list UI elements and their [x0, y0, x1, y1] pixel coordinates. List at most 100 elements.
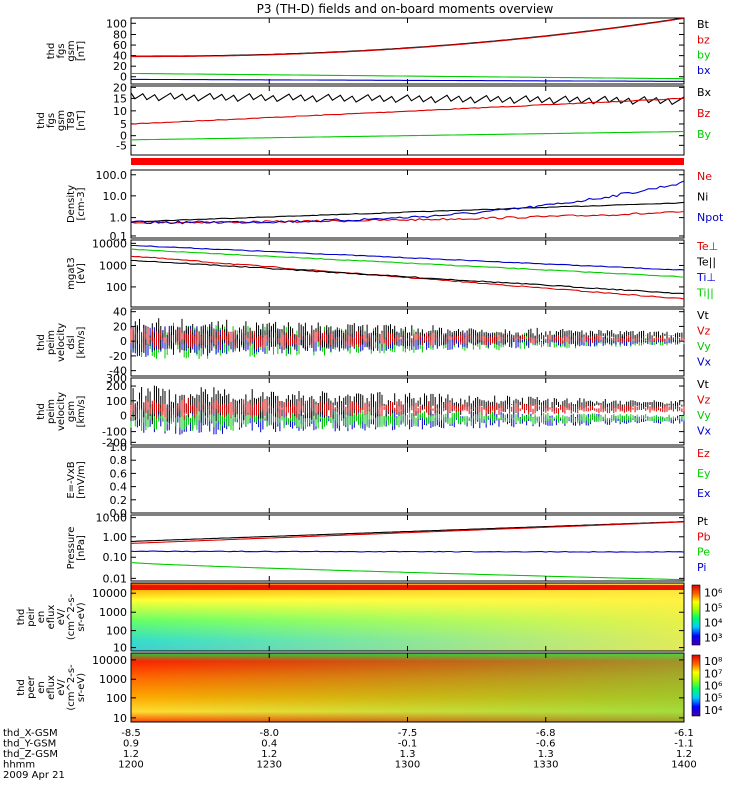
- series-Ti-perp: [131, 244, 685, 271]
- ytick-label: -100: [102, 426, 127, 439]
- legend-black: Bx: [697, 86, 712, 99]
- xaxis-value: -8.5: [121, 728, 141, 739]
- series-Te-par: [131, 259, 685, 295]
- panel-ylabel: thdfgsgsm[nT]: [46, 40, 87, 61]
- ytick-label: 0.2: [110, 494, 128, 507]
- legend-black: Vt: [697, 309, 710, 322]
- series-Vz-dsl: [130, 327, 685, 351]
- colorbar-label: 10⁴: [704, 617, 723, 630]
- xaxis-value: 1400: [671, 760, 696, 771]
- ytick-label: 10000: [92, 587, 127, 600]
- panel-frame: [130, 169, 685, 239]
- panel-ylabel: thdpeirenefluxeV/(cm^2-s-sr-eV): [16, 593, 87, 640]
- ylabel-line: eV/: [56, 608, 67, 625]
- ylabel-line: Density: [66, 185, 77, 223]
- ylabel-line: E=-VxB: [66, 461, 77, 498]
- ylabel-line: [km/s]: [76, 395, 87, 427]
- ytick-label: -5: [116, 139, 127, 152]
- colorbar-label: 10³: [704, 632, 722, 645]
- series-Pi: [130, 550, 685, 553]
- panel-4: mgat3[eV] 100 1000 10000 Te⊥ Te|| Ti⊥ Ti||: [66, 237, 718, 308]
- panel-ylabel: thdfgsgsmT89[nT]: [36, 110, 87, 131]
- ylabel-line: gsm: [66, 401, 77, 422]
- series-Npot: [130, 180, 685, 225]
- panel-ylabel: thdpeimvelocitydsl[km/s]: [36, 323, 87, 362]
- colorbar-label: 10⁶: [704, 587, 723, 600]
- ylabel-line: fgs: [56, 43, 67, 58]
- ylabel-line: [nT]: [76, 110, 87, 130]
- panel-ylabel: E=-VxB[mV/m]: [66, 461, 87, 499]
- xaxis-value: -1.1: [674, 739, 694, 750]
- ylabel-line: T89: [66, 111, 77, 131]
- panel-8: Pressure[nPa] 0.01 0.10 1.00 10.00 Pt Pb Pe Pi: [66, 512, 711, 586]
- ytick-label: 40: [113, 306, 127, 319]
- legend-red: bz: [697, 33, 710, 46]
- panel-7: E=-VxB[mV/m] 0.00.20.40.60.81.0 Ez Ey Ex: [66, 441, 711, 520]
- ytick-label: 10: [113, 105, 127, 118]
- ytick-label: 1000: [99, 259, 127, 272]
- legend-red: Te⊥: [696, 240, 718, 253]
- ylabel-line: Pressure: [66, 527, 77, 570]
- legend-black: Pt: [697, 515, 709, 528]
- ylabel-line: eflux: [46, 605, 57, 630]
- legend-red: Vz: [697, 325, 711, 338]
- ytick-label: 60: [113, 39, 127, 52]
- ytick-label: 40: [113, 50, 127, 63]
- ylabel-line: fgs: [46, 113, 57, 128]
- legend-black: Te||: [696, 256, 716, 269]
- ytick-label: 0: [120, 335, 127, 348]
- xaxis-value: 1200: [118, 760, 143, 771]
- panel-ylabel: thdpeerenefluxeV/(cm^2-s-sr-eV): [16, 664, 87, 711]
- legend-blue: Npot: [697, 211, 724, 224]
- xaxis-value: 1.3: [538, 749, 554, 760]
- ytick-label: 100: [106, 625, 127, 638]
- ylabel-line: eV/: [56, 679, 67, 696]
- ylabel-line: en: [36, 611, 47, 624]
- ytick-label: -40: [109, 365, 127, 378]
- xaxis-value: -0.1: [398, 739, 418, 750]
- ylabel-line: thd: [46, 43, 57, 60]
- ylabel-line: thd: [16, 679, 27, 696]
- ytick-label: 0.8: [110, 454, 128, 467]
- panel-10: thdpeerenefluxeV/(cm^2-s-sr-eV) 10 100 1000…: [16, 652, 723, 725]
- plot-title: P3 (TH-D) fields and on-board moments ov…: [257, 2, 554, 16]
- xaxis-value: 1.3: [400, 749, 416, 760]
- xaxis-value: 1.2: [676, 749, 692, 760]
- ylabel-line: [cm-3]: [76, 187, 87, 220]
- xaxis-row-label: thd_Z-GSM: [3, 749, 58, 760]
- ylabel-line: [eV]: [76, 263, 87, 284]
- panel-9: thdpeirenefluxeV/(cm^2-s-sr-eV) 10 100 1000…: [16, 582, 723, 655]
- ytick-label: -200: [102, 436, 127, 449]
- colorbar-label: 10⁷: [704, 667, 722, 680]
- ylabel-line: [nPa]: [76, 535, 87, 561]
- panel-frame: [130, 239, 685, 308]
- series-Vz-gsm: [130, 397, 685, 420]
- xaxis-value: 1.2: [123, 749, 139, 760]
- xaxis-date: 2009 Apr 21: [3, 770, 65, 781]
- ylabel-line: en: [36, 681, 47, 694]
- ytick-label: 1.00: [103, 531, 128, 544]
- ytick-label: 10: [113, 642, 127, 655]
- legend-blue: Vx: [697, 425, 712, 438]
- series-Ne: [130, 210, 685, 224]
- xaxis-value: 0.4: [261, 739, 277, 750]
- ytick-label: 0.4: [110, 481, 128, 494]
- ylabel-line: gsm: [56, 110, 67, 131]
- ytick-label: 10.0: [103, 190, 128, 203]
- ylabel-line: (cm^2-s-: [66, 593, 77, 640]
- series-Pe: [130, 561, 685, 581]
- panel-3: Density[cm-3] 0.1 1.0 10.0 100.0 Ne Ni Npot: [66, 169, 724, 243]
- ytick-label: 0: [120, 410, 127, 423]
- legend-green: Ey: [697, 467, 711, 480]
- ylabel-line: peer: [26, 675, 37, 699]
- ytick-label: 100: [106, 692, 127, 705]
- ytick-label: 0: [120, 130, 127, 143]
- ytick-label: 0.6: [110, 467, 128, 480]
- xaxis-value: 1330: [533, 760, 558, 771]
- legend-green: Pe: [697, 546, 710, 559]
- ion-spectrogram-overlay: [131, 583, 684, 651]
- ylabel-line: eflux: [46, 675, 57, 700]
- series-Pt: [130, 521, 685, 542]
- ylabel-line: peim: [46, 399, 57, 424]
- ytick-label: 0.1: [110, 230, 128, 243]
